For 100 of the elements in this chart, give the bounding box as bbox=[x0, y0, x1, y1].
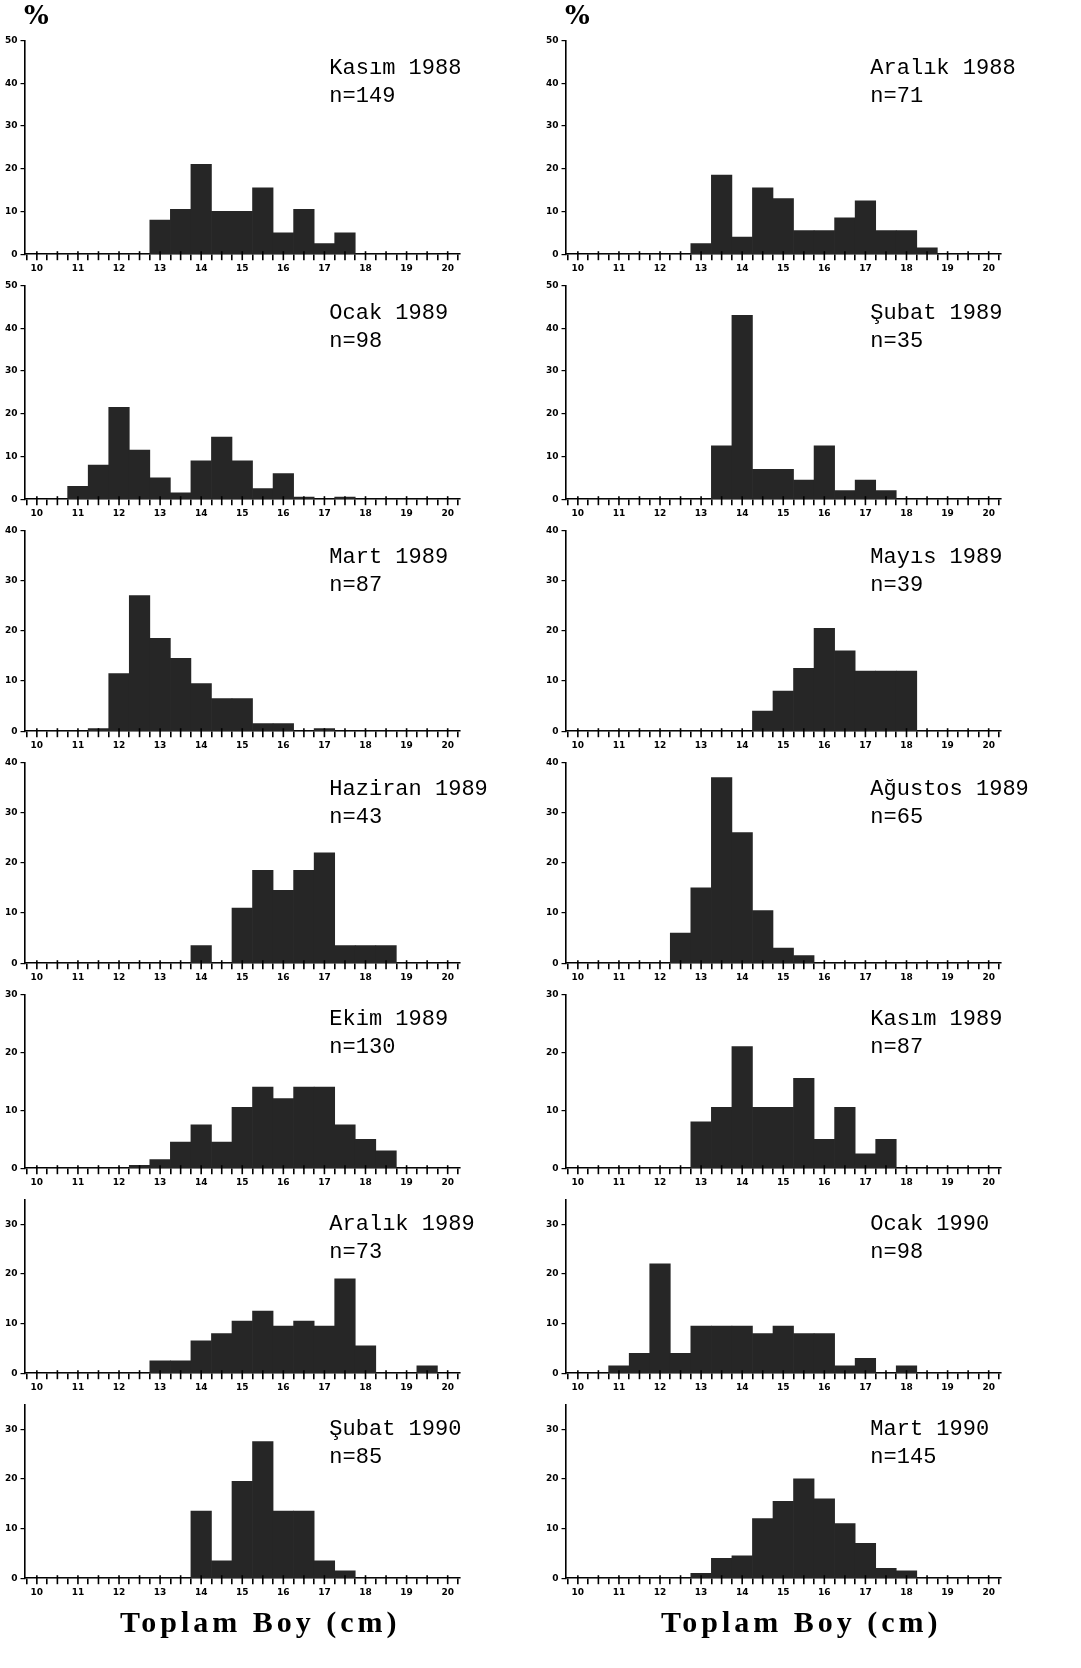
x-tick-label: 17 bbox=[318, 971, 331, 982]
y-tick-label: 0 bbox=[552, 957, 559, 968]
text: Kasım 1988 bbox=[329, 56, 462, 82]
text: Ocak 1989 bbox=[329, 301, 449, 327]
y-tick-label: 0 bbox=[11, 725, 18, 736]
x-tick-label: 11 bbox=[71, 739, 85, 750]
text: n=65 bbox=[870, 805, 924, 831]
x-tick-label: 11 bbox=[71, 262, 85, 273]
x-tick-label: 14 bbox=[194, 507, 208, 518]
x-tick-label: 16 bbox=[277, 507, 290, 518]
x-tick-label: 12 bbox=[112, 971, 126, 982]
x-tick-label: 20 bbox=[441, 507, 454, 518]
x-tick-label: 10 bbox=[571, 507, 585, 518]
x-tick-label: 13 bbox=[694, 1586, 708, 1597]
x-tick-label: 17 bbox=[859, 1176, 872, 1187]
x-axis-title: Toplam Boy (cm) bbox=[119, 1604, 402, 1640]
x-tick-label: 19 bbox=[941, 262, 954, 273]
text: n=87 bbox=[329, 573, 383, 599]
x-tick-label: 13 bbox=[694, 971, 708, 982]
x-tick-label: 16 bbox=[277, 1586, 290, 1597]
text: Mart 1990 bbox=[870, 1417, 990, 1443]
y-tick-label: 0 bbox=[552, 1572, 559, 1583]
x-tick-label: 12 bbox=[653, 971, 667, 982]
y-tick-label: 50 bbox=[545, 34, 559, 45]
y-tick-label: 20 bbox=[545, 1268, 559, 1279]
x-tick-label: 16 bbox=[277, 262, 290, 273]
x-tick-label: 16 bbox=[277, 1381, 290, 1392]
x-tick-label: 17 bbox=[859, 1381, 872, 1392]
x-tick-label: 20 bbox=[982, 1176, 995, 1187]
x-tick-label: 17 bbox=[318, 507, 331, 518]
x-tick-label: 13 bbox=[694, 739, 708, 750]
text: Ocak 1990 bbox=[870, 1212, 990, 1238]
x-tick-label: 18 bbox=[900, 262, 913, 273]
y-tick-label: 20 bbox=[4, 1268, 18, 1279]
x-tick-label: 16 bbox=[277, 1176, 290, 1187]
text: n=71 bbox=[870, 84, 924, 110]
y-tick-label: 20 bbox=[545, 1473, 559, 1484]
y-tick-label: 30 bbox=[4, 1218, 18, 1229]
x-tick-label: 20 bbox=[982, 1586, 995, 1597]
y-tick-label: 0 bbox=[11, 1367, 18, 1378]
x-tick-label: 19 bbox=[400, 262, 413, 273]
x-tick-label: 15 bbox=[236, 1586, 249, 1597]
x-tick-label: 14 bbox=[735, 1176, 749, 1187]
x-tick-label: 18 bbox=[900, 1176, 913, 1187]
y-tick-label: 30 bbox=[4, 120, 18, 131]
text: Mart 1989 bbox=[329, 545, 449, 571]
x-tick-label: 13 bbox=[153, 739, 167, 750]
x-tick-label: 12 bbox=[653, 507, 667, 518]
x-tick-label: 17 bbox=[318, 1176, 331, 1187]
x-tick-label: 10 bbox=[30, 1176, 44, 1187]
x-tick-label: 16 bbox=[277, 971, 290, 982]
x-tick-label: 13 bbox=[153, 262, 167, 273]
x-tick-label: 11 bbox=[612, 1381, 626, 1392]
y-tick-label: 10 bbox=[545, 1104, 559, 1115]
y-tick-label: 10 bbox=[4, 1522, 18, 1533]
x-tick-label: 17 bbox=[859, 262, 872, 273]
text: n=98 bbox=[329, 329, 383, 355]
y-tick-label: 0 bbox=[11, 248, 18, 259]
text: Haziran 1989 bbox=[329, 777, 488, 803]
x-tick-label: 12 bbox=[653, 739, 667, 750]
x-tick-label: 16 bbox=[277, 739, 290, 750]
x-tick-label: 15 bbox=[777, 739, 790, 750]
y-tick-label: 0 bbox=[552, 1162, 559, 1173]
x-tick-label: 20 bbox=[982, 739, 995, 750]
x-tick-label: 15 bbox=[236, 1176, 249, 1187]
y-tick-label: 10 bbox=[545, 907, 559, 918]
y-tick-label: 30 bbox=[545, 120, 559, 131]
x-tick-label: 17 bbox=[318, 262, 331, 273]
x-tick-label: 12 bbox=[112, 507, 126, 518]
y-tick-label: 10 bbox=[4, 450, 18, 461]
text: Şubat 1989 bbox=[870, 301, 1003, 327]
y-tick-label: 50 bbox=[545, 279, 559, 290]
y-tick-label: 10 bbox=[545, 450, 559, 461]
y-tick-label: 40 bbox=[545, 756, 559, 767]
y-tick-label: 10 bbox=[4, 1104, 18, 1115]
text: n=145 bbox=[870, 1445, 937, 1471]
x-tick-label: 19 bbox=[941, 971, 954, 982]
text: n=73 bbox=[329, 1240, 383, 1266]
x-tick-label: 19 bbox=[941, 1176, 954, 1187]
y-tick-label: 0 bbox=[11, 1572, 18, 1583]
x-tick-label: 18 bbox=[359, 262, 372, 273]
x-tick-label: 14 bbox=[194, 1176, 208, 1187]
x-tick-label: 20 bbox=[982, 971, 995, 982]
x-tick-label: 16 bbox=[818, 971, 831, 982]
x-tick-label: 16 bbox=[818, 1176, 831, 1187]
text: n=35 bbox=[870, 329, 924, 355]
x-tick-label: 14 bbox=[194, 1381, 208, 1392]
y-tick-label: 10 bbox=[4, 907, 18, 918]
x-tick-label: 11 bbox=[612, 971, 626, 982]
x-tick-label: 11 bbox=[612, 262, 626, 273]
x-tick-label: 12 bbox=[112, 739, 126, 750]
y-tick-label: 0 bbox=[552, 725, 559, 736]
x-tick-label: 18 bbox=[900, 739, 913, 750]
text: Aralık 1988 bbox=[870, 56, 1016, 82]
x-tick-label: 15 bbox=[777, 971, 790, 982]
x-tick-label: 14 bbox=[735, 1381, 749, 1392]
x-tick-label: 19 bbox=[400, 1586, 413, 1597]
y-tick-label: 40 bbox=[4, 756, 18, 767]
x-tick-label: 13 bbox=[694, 1176, 708, 1187]
text: Kasım 1989 bbox=[870, 1007, 1003, 1033]
